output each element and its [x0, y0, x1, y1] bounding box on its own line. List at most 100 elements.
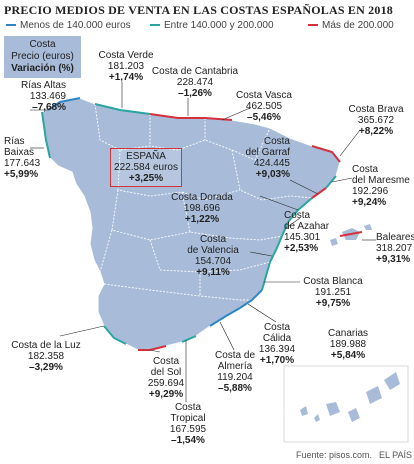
seg-calida	[239, 289, 263, 309]
change: +8,22%	[358, 126, 394, 137]
name-2: del Garraf	[245, 147, 290, 158]
seg-luz	[103, 325, 127, 345]
key-line-price: Precio (euros)	[11, 51, 74, 62]
canarias-inset	[283, 365, 409, 443]
change: +1,70%	[259, 355, 295, 366]
price: 318.207	[376, 243, 413, 254]
price: 192.296	[352, 186, 389, 197]
name: Costa de la Luz	[11, 340, 81, 351]
change: +9,75%	[315, 298, 351, 309]
key-line-change: Variación (%)	[11, 63, 74, 74]
price: 119.204	[217, 372, 253, 383]
change: –5,46%	[247, 112, 281, 123]
label-calida: Costa Cálida 136.394 +1,70%	[250, 322, 304, 366]
change: –1,54%	[171, 435, 205, 446]
name-2: Cálida	[262, 333, 292, 344]
label-canarias: Canarias 189.988 +5,84%	[318, 328, 378, 361]
price: 136.394	[258, 344, 296, 355]
name: Costa	[174, 402, 202, 413]
name-2: de Valencia	[187, 245, 239, 256]
name: Costa Brava	[348, 104, 404, 115]
change: +2,53%	[284, 243, 319, 254]
label-blanca: Costa Blanca 191.251 +9,75%	[300, 276, 366, 309]
price: 167.595	[169, 424, 207, 435]
seg-rias-altas	[47, 97, 81, 111]
name-2: de Azahar	[284, 221, 330, 232]
price: 462.505	[245, 101, 283, 112]
seg-garraf	[311, 187, 327, 199]
change: +1,22%	[184, 214, 220, 225]
price: 145.301	[284, 232, 321, 243]
name: Costa Verde	[98, 50, 154, 61]
seg-rias-baixas	[41, 111, 51, 159]
change: +9,29%	[148, 389, 184, 400]
label-baleares: Baleares 318.207 +9,31%	[376, 232, 414, 265]
name: Costa	[352, 164, 379, 175]
seg-blanca	[261, 261, 271, 291]
legend-mid-label: Entre 140.000 y 200.000	[164, 20, 274, 31]
name: Costa	[263, 322, 291, 333]
name: Costa	[152, 356, 180, 367]
name: Rías	[4, 136, 25, 147]
label-luz: Costa de la Luz 182.358 –3,29%	[4, 340, 88, 373]
spain-price: 222.584 euros	[114, 162, 178, 173]
label-rias-altas: Rías Altas 133.469 –7,68%	[4, 80, 66, 113]
legend-low-swatch	[6, 24, 16, 27]
canarias-islands	[300, 372, 400, 422]
name: Rías Altas	[20, 80, 66, 91]
name: Costa	[199, 234, 227, 245]
label-vasca: Costa Vasca 462.505 –5,46%	[234, 90, 294, 123]
legend-low-label: Menos de 140.000 euros	[20, 20, 131, 31]
label-maresme: Costa del Maresme 192.296 +9,24%	[352, 164, 412, 208]
change: +9,11%	[196, 267, 230, 278]
price: 154.704	[194, 256, 232, 267]
seg-vasca	[204, 117, 233, 121]
change: +1,74%	[108, 72, 144, 83]
legend-high: Más de 200.000	[308, 20, 394, 31]
price: 424.445	[253, 158, 290, 169]
region-borders	[94, 103, 313, 301]
change: +5,99%	[4, 169, 39, 180]
change: +9,03%	[255, 169, 290, 180]
change: –1,26%	[178, 88, 212, 99]
spain-name: ESPAÑA	[126, 151, 166, 162]
name-2: Almería	[217, 361, 253, 372]
label-rias-baixas: Rías Baixas 177.643 +5,99%	[4, 136, 48, 180]
label-garraf: Costa del Garraf 424.445 +9,03%	[236, 136, 290, 180]
change: +5,84%	[330, 350, 366, 361]
legend-high-label: Más de 200.000	[322, 20, 394, 31]
seg-tropical	[181, 335, 197, 343]
price: 191.251	[314, 287, 352, 298]
name: Baleares	[376, 232, 414, 243]
name: Costa de	[214, 350, 256, 361]
name: Canarias	[327, 328, 369, 339]
change: –7,68%	[32, 102, 66, 113]
change: –3,29%	[29, 362, 63, 373]
baleares-islands-2	[330, 238, 338, 246]
price: 182.358	[27, 351, 65, 362]
name: Costa	[284, 210, 311, 221]
map-title: PRECIO MEDIOS DE VENTA EN LAS COSTAS ESP…	[4, 3, 393, 17]
seg-almeria	[209, 307, 241, 327]
legend-mid-swatch	[150, 24, 160, 27]
name: Costa Blanca	[303, 276, 363, 287]
price: 177.643	[4, 158, 41, 169]
price: 228.474	[176, 77, 214, 88]
price: 259.694	[147, 378, 185, 389]
price: 189.988	[329, 339, 367, 350]
seg-valencia	[269, 235, 283, 263]
label-dorada: Costa Dorada 198.696 +1,22%	[166, 192, 238, 225]
legend-low: Menos de 140.000 euros	[6, 20, 131, 31]
spain-summary-box: ESPAÑA 222.584 euros +3,25%	[110, 148, 182, 187]
price: 365.672	[357, 115, 395, 126]
name: Costa Dorada	[171, 192, 233, 203]
legend-mid: Entre 140.000 y 200.000	[150, 20, 274, 31]
name-2: del Sol	[150, 367, 182, 378]
name-2: del Maresme	[352, 175, 410, 186]
source-note: Fuente: pisos.com.	[296, 450, 373, 460]
seg-baleares	[339, 231, 363, 237]
seg-azahar	[281, 221, 289, 237]
label-valencia: Costa de Valencia 154.704 +9,11%	[176, 234, 250, 278]
price: 181.203	[107, 61, 145, 72]
name: Costa de Cantabria	[151, 66, 239, 77]
